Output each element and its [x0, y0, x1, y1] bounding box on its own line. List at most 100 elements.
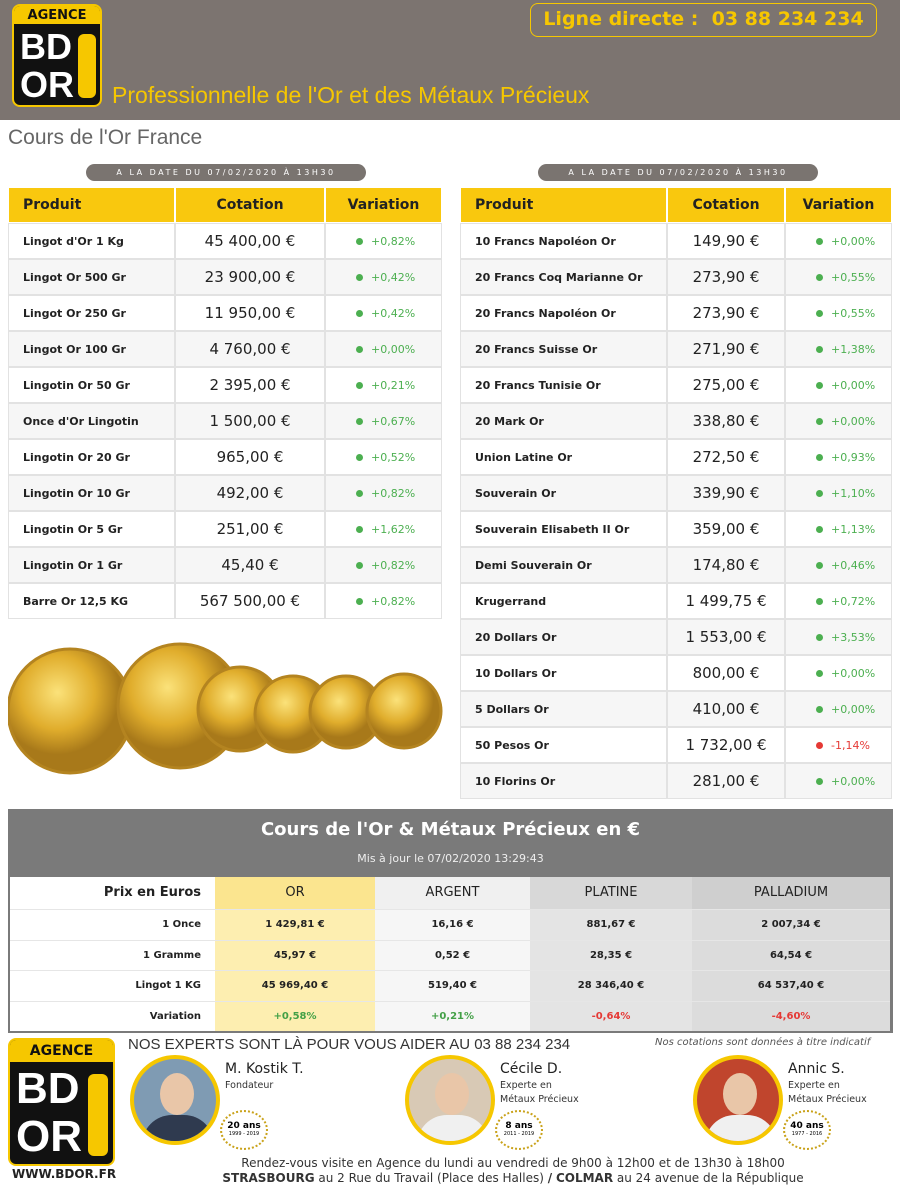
variation-cell: +1,62% [325, 511, 442, 547]
price: 339,90 € [667, 475, 785, 511]
product-name: 20 Francs Napoléon Or [460, 295, 667, 331]
variation-dot [816, 381, 823, 389]
metal-price: 64 537,40 € [692, 970, 890, 1001]
address-part: COLMAR [555, 1171, 614, 1185]
variation: +0,55% [831, 270, 876, 284]
price: 45 400,00 € [175, 223, 325, 259]
metals-column-header: PALLADIUM [692, 877, 890, 909]
footer-headline: NOS EXPERTS SONT LÀ POUR VOUS AIDER AU 0… [128, 1036, 571, 1053]
variation-dot [816, 309, 823, 317]
price: 492,00 € [175, 475, 325, 511]
price: 273,90 € [667, 259, 785, 295]
price: 1 500,00 € [175, 403, 325, 439]
expert-name: Annic S. [788, 1061, 845, 1077]
price: 965,00 € [175, 439, 325, 475]
badge-years: 1999 - 2019 [228, 1131, 260, 1137]
expert-face [435, 1073, 469, 1115]
metal-price: 519,40 € [375, 970, 530, 1001]
expert-badge: 8 ans 2011 - 2019 [495, 1110, 543, 1150]
variation: +0,00% [831, 666, 876, 680]
badge-label: 8 ans [505, 1121, 533, 1131]
product-name: 10 Francs Napoléon Or [460, 223, 667, 259]
phone-box: Ligne directe : 03 88 234 234 [530, 3, 877, 37]
logo-top: AGENCE [10, 1040, 113, 1063]
variation: +0,00% [831, 234, 876, 248]
product-name: Lingotin Or 5 Gr [8, 511, 175, 547]
expert-face [723, 1073, 757, 1115]
metal-price: 16,16 € [375, 909, 530, 940]
product-name: 20 Francs Tunisie Or [460, 367, 667, 403]
product-name: Souverain Elisabeth II Or [460, 511, 667, 547]
variation: +0,21% [371, 378, 416, 392]
product-name: Lingot Or 250 Gr [8, 295, 175, 331]
variation-dot [356, 525, 363, 533]
address-part: / [547, 1171, 553, 1185]
variation: +3,53% [831, 630, 876, 644]
variation-dot [356, 489, 363, 497]
address-part: au 24 avenue de la République [616, 1171, 804, 1185]
variation-cell: -1,14% [785, 727, 892, 763]
variation-dot [356, 453, 363, 461]
logo-bar [88, 1074, 108, 1156]
variation-dot [356, 273, 363, 281]
variation-cell: +0,00% [785, 403, 892, 439]
product-name: Lingot d'Or 1 Kg [8, 223, 175, 259]
variation-cell: +0,72% [785, 583, 892, 619]
expert-role: Fondateur [225, 1080, 274, 1091]
product-name: Lingot Or 500 Gr [8, 259, 175, 295]
phone: 03 88 234 234 [711, 8, 864, 30]
expert-body [142, 1115, 214, 1141]
expert-role: Métaux Précieux [500, 1094, 579, 1105]
column-header: Produit [8, 187, 175, 223]
product-name: Souverain Or [460, 475, 667, 511]
coins [8, 642, 443, 775]
price: 275,00 € [667, 367, 785, 403]
variation: +0,82% [371, 558, 416, 572]
variation-cell: +0,55% [785, 259, 892, 295]
price: 567 500,00 € [175, 583, 325, 619]
product-name: 5 Dollars Or [460, 691, 667, 727]
logo-text: BD [16, 1064, 80, 1113]
variation-dot [356, 237, 363, 245]
column-header: Cotation [667, 187, 785, 223]
variation-cell: +0,00% [325, 331, 442, 367]
price: 281,00 € [667, 763, 785, 799]
variation-dot [816, 453, 823, 461]
variation-dot [816, 273, 823, 281]
expert-body [705, 1115, 777, 1141]
variation: +0,52% [371, 450, 416, 464]
variation-dot [816, 345, 823, 353]
variation-dot [816, 417, 823, 425]
expert-photo [693, 1055, 783, 1145]
variation: +0,72% [831, 594, 876, 608]
row-label: Variation [10, 1000, 215, 1031]
expert-role: Experte en [788, 1080, 840, 1091]
price: 272,50 € [667, 439, 785, 475]
price: 800,00 € [667, 655, 785, 691]
metals-title: Cours de l'Or & Métaux Précieux en € [260, 819, 641, 840]
variation: +1,10% [831, 486, 876, 500]
variation-cell: +0,00% [785, 655, 892, 691]
expert-face [160, 1073, 194, 1115]
variation-dot [816, 633, 823, 641]
logo: AGENCE BD OR [12, 4, 102, 107]
page-title: Cours de l'Or France [8, 126, 203, 149]
address-part: STRASBOURG [222, 1171, 315, 1185]
metal-price: 64,54 € [692, 939, 890, 970]
variation-cell: +0,67% [325, 403, 442, 439]
metal-price: 28 346,40 € [530, 970, 692, 1001]
variation-cell: +1,10% [785, 475, 892, 511]
product-name: Once d'Or Lingotin [8, 403, 175, 439]
variation-cell: +0,00% [785, 691, 892, 727]
metal-price: 45,97 € [215, 939, 375, 970]
variation-cell: +0,46% [785, 547, 892, 583]
product-name: Lingotin Or 10 Gr [8, 475, 175, 511]
variation-dot [356, 417, 363, 425]
date-pill: A LA DATE DU 07/02/2020 À 13H30 [86, 164, 366, 181]
metal-price: 45 969,40 € [215, 970, 375, 1001]
price: 251,00 € [175, 511, 325, 547]
variation-cell: +0,00% [785, 367, 892, 403]
price: 1 732,00 € [667, 727, 785, 763]
variation-dot [356, 345, 363, 353]
expert-photo [130, 1055, 220, 1145]
